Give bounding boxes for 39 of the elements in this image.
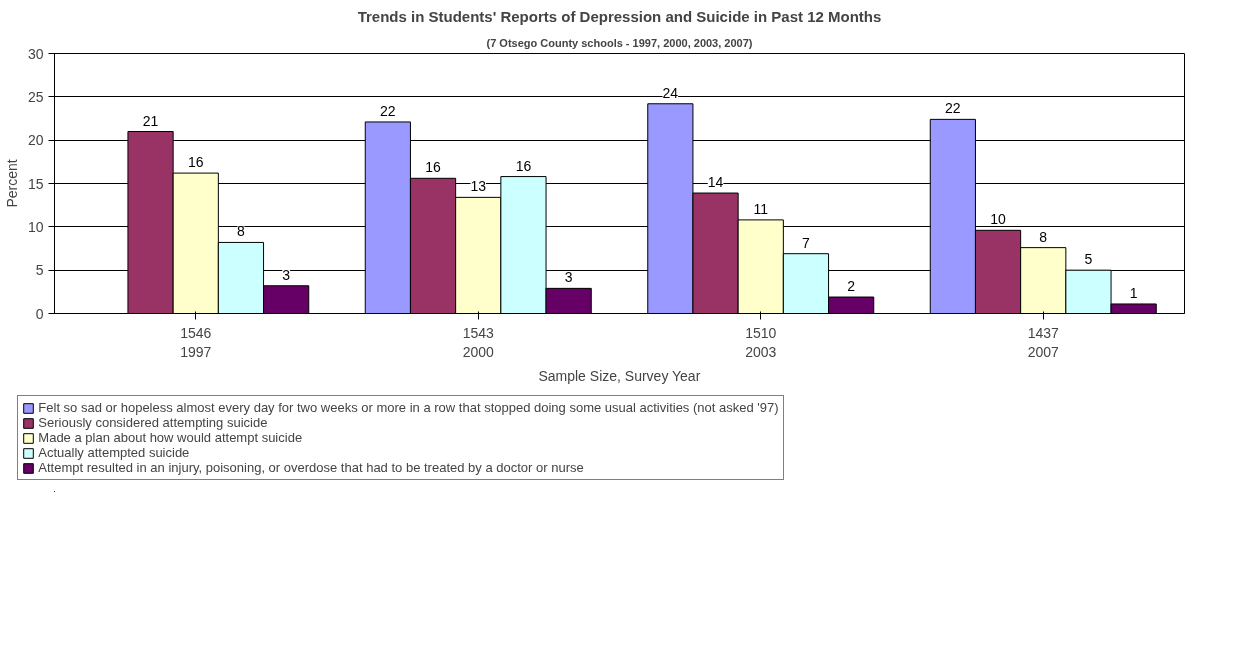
data-label: 13 [470,178,487,195]
data-label: 22 [380,102,396,119]
data-label: 24 [662,84,679,101]
y-tick-label: 10 [27,218,44,235]
data-label: 2 [847,278,856,295]
y-axis-title: Percent [3,159,20,208]
legend-label: Felt so sad or hopeless almost every day for two weeks or more in a row that stopped doing some usual activities (not asked '97) [38,400,779,415]
y-tick-label: 0 [35,305,44,322]
legend-label: Made a plan about how would attempt suicide [38,430,303,445]
data-label: 1 [1129,284,1138,301]
data-label: 7 [802,234,811,251]
data-label: 16 [187,154,204,171]
data-label: 3 [282,266,291,283]
x-axis-title: Sample Size, Survey Year [538,367,701,384]
chart-title: Trends in Students' Reports of Depression and Suicide in Past 12 Months [357,7,882,25]
data-label: 14 [707,174,724,191]
chart-subtitle: (7 Otsego County schools - 1997, 2000, 2003, 2007) [486,36,753,49]
data-label: 22 [945,100,961,117]
y-tick-label: 25 [27,88,44,105]
y-tick-label: 15 [27,175,44,192]
data-label: 21 [142,112,159,129]
data-label: 16 [425,159,442,176]
x-tick-label: 1543 2000 [462,324,495,360]
y-tick-label: 5 [35,262,44,279]
data-label: 16 [515,157,532,174]
legend-label: Actually attempted suicide [38,445,190,460]
data-label: 8 [237,223,246,240]
x-tick-label: 1510 2003 [745,324,777,360]
data-label: 8 [1039,228,1048,245]
y-tick-label: 30 [27,45,44,62]
x-tick-label: 1546 1997 [180,324,212,360]
data-label: 5 [1084,251,1093,268]
x-tick-label: 1437 2007 [1027,324,1060,360]
data-label: 3 [564,269,573,286]
legend-label: Seriously considered attempting suicide [38,415,268,430]
legend-label: Attempt resulted in an injury, poisoning, or overdose that had to be treated by a doctor or nurse [38,460,584,475]
y-tick-label: 20 [27,132,44,149]
data-label: 10 [990,211,1007,228]
data-label: 11 [753,200,769,217]
